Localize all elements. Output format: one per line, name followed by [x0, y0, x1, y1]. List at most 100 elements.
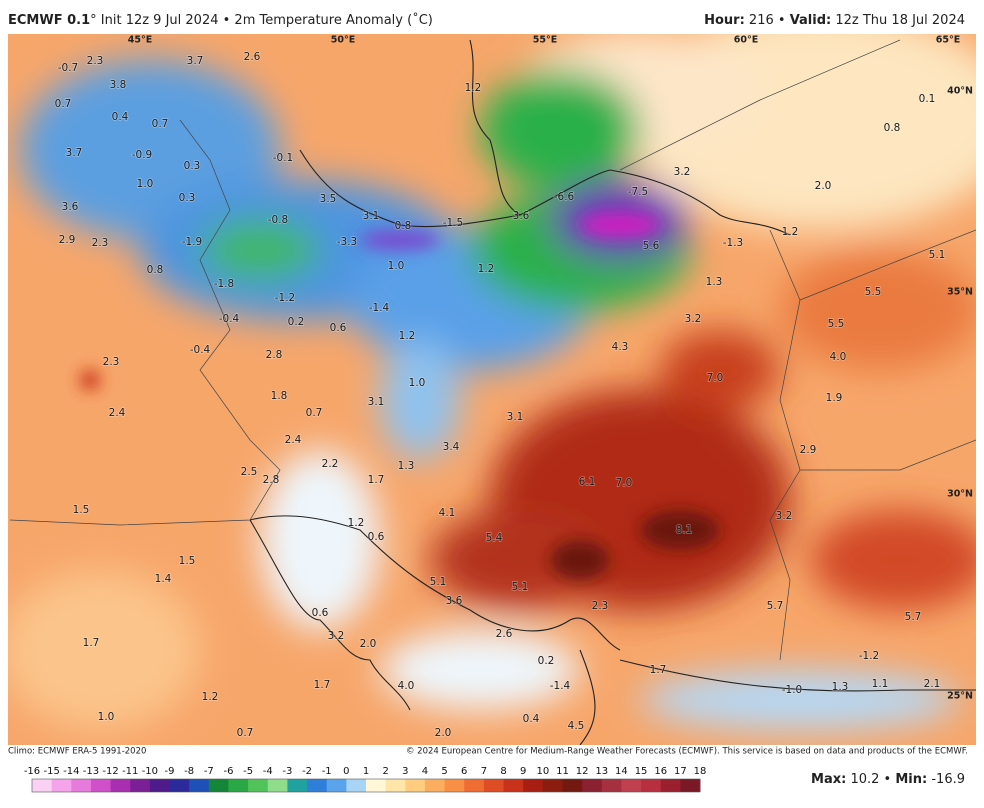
- anomaly-label: -0.1: [273, 152, 294, 164]
- anomaly-label: 1.2: [202, 691, 219, 703]
- colorbar-swatch: [267, 779, 288, 792]
- anomaly-label: 3.5: [320, 193, 337, 205]
- anomaly-label: 4.1: [439, 507, 456, 519]
- anomaly-label: -7.5: [628, 186, 649, 198]
- colorbar-tick-label: -10: [142, 766, 158, 777]
- anomaly-label: 1.2: [465, 82, 482, 94]
- colorbar-tick-label: 4: [422, 766, 428, 777]
- map: [8, 34, 976, 745]
- anomaly-label: 3.6: [513, 210, 530, 222]
- colorbar-frame: [31, 778, 701, 793]
- colorbar-tick-label: -6: [223, 766, 233, 777]
- anomaly-label: 0.7: [55, 98, 72, 110]
- colorbar-tick-label: -5: [243, 766, 253, 777]
- colorbar-tick-label: 6: [461, 766, 467, 777]
- anomaly-label: 1.2: [399, 330, 416, 342]
- colorbar-swatch: [444, 779, 465, 792]
- anomaly-label: 1.7: [83, 637, 100, 649]
- anomaly-label: 0.7: [237, 727, 254, 739]
- colorbar-tick-label: 9: [520, 766, 526, 777]
- longitude-label: 60°E: [734, 35, 758, 46]
- colorbar-tick-label: 7: [481, 766, 487, 777]
- anomaly-label: 2.0: [435, 727, 452, 739]
- anomaly-label: 1.0: [388, 260, 405, 272]
- oman-makran-coast: [579, 649, 976, 745]
- latitude-label: 25°N: [947, 691, 973, 702]
- colorbar-swatch: [405, 779, 426, 792]
- anomaly-label: 2.9: [59, 234, 76, 246]
- colorbar-tick-label: 15: [635, 766, 648, 777]
- colorbar-tick-label: -16: [24, 766, 40, 777]
- anomaly-label: 2.3: [592, 600, 609, 612]
- anomaly-label: 1.5: [73, 504, 90, 516]
- colorbar-swatch: [189, 779, 210, 792]
- borders: [9, 39, 976, 661]
- colorbar-tick-label: -15: [43, 766, 59, 777]
- anomaly-label: 3.1: [368, 396, 385, 408]
- anomaly-label: 3.4: [443, 441, 460, 453]
- colorbar-swatch: [32, 779, 53, 792]
- model: ECMWF 0.1: [8, 13, 90, 28]
- anomaly-label: 1.3: [398, 460, 415, 472]
- anomaly-label: 0.2: [288, 316, 305, 328]
- colorbar-swatch: [228, 779, 249, 792]
- min: -16.9: [927, 772, 965, 787]
- anomaly-label: 5.1: [929, 249, 946, 261]
- anomaly-label: 2.1: [924, 678, 941, 690]
- colorbar-tick-label: 14: [615, 766, 628, 777]
- caspian-east-coast: [469, 39, 791, 236]
- colorbar-tick-label: 17: [674, 766, 687, 777]
- colorbar-swatch: [130, 779, 151, 792]
- anomaly-label: -0.4: [219, 313, 240, 325]
- latitude-label: 35°N: [947, 287, 973, 298]
- colorbar-swatch: [660, 779, 681, 792]
- anomaly-label: 4.5: [568, 720, 585, 732]
- anomaly-label: 2.0: [360, 638, 377, 650]
- anomaly-label: 2.8: [266, 349, 283, 361]
- anomaly-label: 0.6: [368, 531, 385, 543]
- colorbar-tick-label: -7: [204, 766, 214, 777]
- latitude-label: 30°N: [947, 489, 973, 500]
- colorbar-tick-label: 8: [500, 766, 506, 777]
- anomaly-label: 1.0: [98, 711, 115, 723]
- anomaly-label: -1.9: [182, 236, 203, 248]
- anomaly-label: 0.4: [112, 111, 129, 123]
- max-label: Max:: [811, 772, 846, 787]
- anomaly-label: 0.6: [312, 607, 329, 619]
- longitude-label: 55°E: [533, 35, 557, 46]
- anomaly-label: 2.0: [815, 180, 832, 192]
- colorbar-tick-label: 0: [343, 766, 349, 777]
- colorbar-swatch: [523, 779, 544, 792]
- anomaly-label: 5.7: [767, 600, 784, 612]
- anomaly-label: 3.2: [674, 166, 691, 178]
- colorbar-swatch: [601, 779, 622, 792]
- anomaly-label: 2.4: [285, 434, 302, 446]
- colorbar-tick-label: -14: [63, 766, 79, 777]
- anomaly-label: 2.3: [92, 237, 109, 249]
- anomaly-label: 3.8: [110, 79, 127, 91]
- colorbar-swatch: [542, 779, 563, 792]
- colorbar-swatch: [307, 779, 328, 792]
- hour-label: Hour:: [704, 13, 745, 28]
- anomaly-label: 1.2: [782, 226, 799, 238]
- anomaly-label: -1.4: [550, 680, 571, 692]
- anomaly-label: -1.2: [859, 650, 880, 662]
- valid-label: Valid:: [790, 13, 832, 28]
- anomaly-label: 4.0: [830, 351, 847, 363]
- colorbar-tick-label: -12: [102, 766, 118, 777]
- colorbar-swatch: [71, 779, 92, 792]
- anomaly-label: 1.7: [368, 474, 385, 486]
- anomaly-label: 1.0: [137, 178, 154, 190]
- colorbar: -16 -15 -14 -13 -12 -11 -10 -9 -8 -7 -6 -5 -4 -3 -2 -1 0…: [24, 766, 707, 793]
- longitude-label: 45°E: [128, 35, 152, 46]
- colorbar-tick-label: -8: [184, 766, 194, 777]
- colorbar-swatch: [621, 779, 642, 792]
- anomaly-label: 1.1: [872, 678, 889, 690]
- anomaly-label: 0.1: [919, 93, 936, 105]
- colorbar-tick-label: -13: [83, 766, 99, 777]
- colorbar-tick-label: 18: [694, 766, 707, 777]
- anomaly-label: 6.1: [579, 476, 596, 488]
- anomaly-label: -0.9: [132, 149, 153, 161]
- min-label: Min:: [895, 772, 927, 787]
- init-info: ° Init 12z 9 Jul 2024 • 2m Temperature A…: [90, 12, 433, 28]
